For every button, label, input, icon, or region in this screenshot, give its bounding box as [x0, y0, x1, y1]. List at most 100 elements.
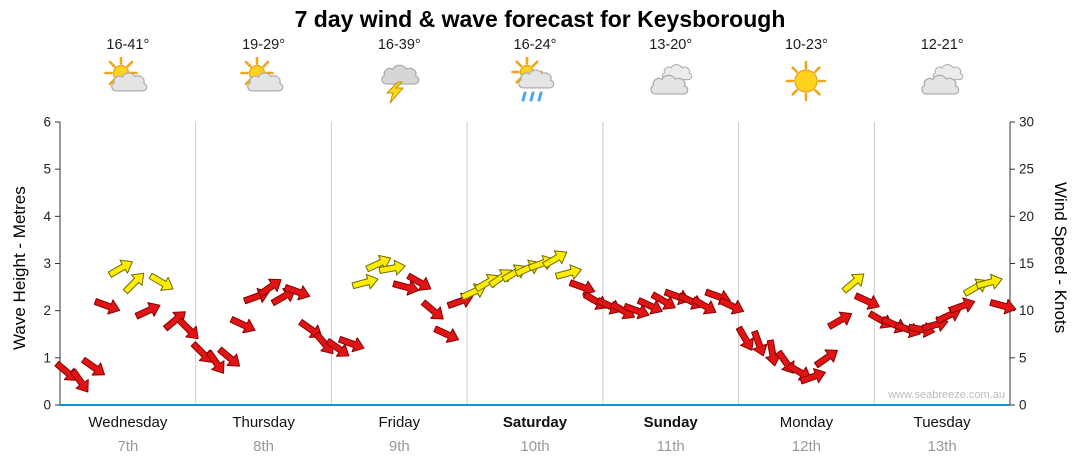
- day-date-label: 11th: [657, 438, 685, 455]
- weather-icon-wrap: [60, 56, 196, 105]
- left-tick-label: 0: [43, 398, 51, 413]
- day-header-sunday: 13-20°: [603, 36, 739, 105]
- temp-range: 16-24°: [513, 37, 557, 53]
- temp-range: 16-41°: [106, 37, 150, 53]
- cloudy-icon: [649, 64, 692, 95]
- temp-range: 10-23°: [784, 37, 828, 53]
- wind-arrow: [542, 250, 568, 269]
- day-headers: 16-41° 19-29° 16-39° 16-24° 13-20° 10-23° 12-2…: [0, 36, 1080, 122]
- wind-arrow: [283, 284, 311, 301]
- day-date-label: 7th: [117, 438, 138, 455]
- temp-range: 19-29°: [242, 37, 285, 53]
- wind-arrow: [229, 316, 256, 334]
- wind-arrow: [257, 278, 282, 298]
- left-tick-label: 1: [43, 350, 51, 365]
- watermark: www.seabreeze.com.au: [887, 389, 1005, 401]
- day-name-label: Tuesday: [914, 414, 971, 431]
- wind-arrow: [799, 368, 826, 385]
- wind-arrow: [54, 360, 78, 381]
- wind-arrow: [270, 288, 296, 307]
- wind-arrow: [989, 298, 1017, 315]
- wind-arrow: [433, 325, 460, 343]
- chart-title: 7 day wind & wave forecast for Keysborou…: [294, 6, 786, 32]
- weather-icon-wrap: [331, 57, 467, 105]
- day-header-saturday: 16-24°: [467, 36, 603, 105]
- right-tick-label: 30: [1019, 115, 1034, 130]
- sunny-icon: [786, 60, 827, 102]
- day-header-monday: 10-23°: [739, 36, 875, 105]
- sun-rain-icon: [511, 56, 555, 102]
- day-name-label: Sunday: [644, 414, 699, 431]
- wind-arrow: [392, 280, 420, 296]
- wind-arrow: [975, 273, 1003, 290]
- wind-arrow: [718, 297, 745, 315]
- wind-arrow: [948, 297, 976, 314]
- wind-arrow: [378, 259, 406, 276]
- weather-icon-wrap: [603, 57, 739, 105]
- wind-arrow: [134, 302, 161, 320]
- wind-arrow: [107, 259, 133, 278]
- day-name-label: Friday: [378, 414, 420, 431]
- wind-arrow: [338, 335, 365, 353]
- weather-icon-wrap: [739, 57, 875, 105]
- wind-arrow: [69, 368, 89, 393]
- right-tick-label: 20: [1019, 209, 1034, 224]
- wind-arrow: [636, 297, 663, 315]
- left-tick-label: 4: [43, 209, 51, 224]
- wind-arrow: [813, 349, 838, 369]
- day-name-label: Saturday: [503, 414, 568, 431]
- wind-arrow: [81, 356, 106, 376]
- wind-arrow: [351, 273, 379, 290]
- day-header-friday: 16-39°: [331, 36, 467, 105]
- weather-icon-wrap: [874, 57, 1010, 105]
- right-tick-label: 15: [1019, 256, 1034, 271]
- temp-range: 13-20°: [649, 37, 693, 53]
- wind-arrow: [122, 272, 145, 295]
- wind-arrow: [841, 273, 865, 294]
- wind-arrow: [623, 302, 650, 320]
- wind-arrow: [177, 317, 199, 340]
- day-date-label: 10th: [520, 438, 549, 455]
- day-name-label: Thursday: [232, 414, 295, 431]
- temp-range: 16-39°: [377, 37, 421, 53]
- wind-arrow: [853, 292, 880, 310]
- left-tick-label: 6: [43, 115, 51, 130]
- wind-arrow: [827, 311, 853, 330]
- day-name-label: Wednesday: [88, 414, 167, 431]
- left-tick-label: 3: [43, 256, 51, 271]
- day-name-label: Monday: [780, 414, 834, 431]
- wind-arrow: [217, 346, 241, 367]
- left-tick-label: 2: [43, 303, 51, 318]
- day-date-label: 9th: [389, 438, 410, 455]
- wind-arrow: [205, 349, 225, 374]
- wind-arrow: [735, 325, 754, 351]
- left-tick-label: 5: [43, 162, 51, 177]
- sun-cloud-icon: [104, 56, 148, 92]
- storm-icon: [381, 64, 420, 104]
- wind-arrow: [325, 337, 350, 357]
- wind-arrow: [568, 279, 596, 296]
- wind-arrow: [765, 339, 781, 367]
- day-header-thursday: 19-29°: [196, 36, 332, 105]
- wind-arrow: [691, 296, 717, 315]
- day-date-label: 12th: [792, 438, 821, 455]
- weather-icon-wrap: [467, 56, 603, 105]
- sun-cloud-icon: [239, 56, 283, 92]
- day-header-wednesday: 16-41°: [60, 36, 196, 105]
- wind-arrow: [962, 278, 988, 297]
- wind-arrow: [163, 311, 186, 332]
- right-tick-label: 5: [1019, 350, 1027, 365]
- day-date-label: 8th: [253, 438, 274, 455]
- weather-icon-wrap: [196, 56, 332, 105]
- day-header-tuesday: 12-21°: [874, 36, 1010, 105]
- wind-arrow: [650, 291, 676, 310]
- temp-range: 12-21°: [920, 37, 964, 53]
- right-tick-label: 10: [1019, 303, 1034, 318]
- right-tick-label: 25: [1019, 162, 1034, 177]
- cloudy-icon: [921, 64, 964, 95]
- wind-arrow: [93, 298, 121, 315]
- wind-arrow: [420, 299, 444, 320]
- wind-arrow: [148, 272, 174, 291]
